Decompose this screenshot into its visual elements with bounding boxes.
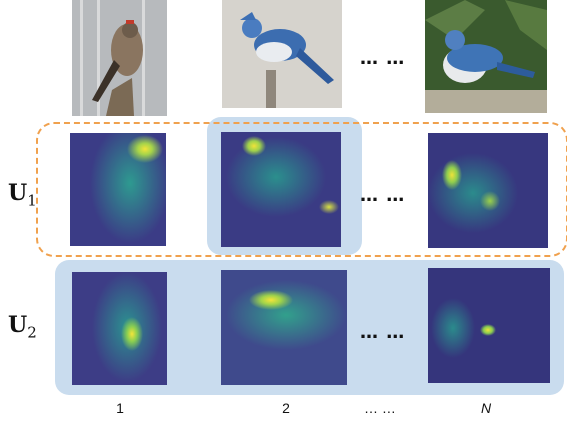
row-label-u1: U1 [8,180,37,210]
bird-photo-1 [72,0,167,116]
bird-photo-n [425,0,547,113]
column-label-2: 2 [282,400,290,416]
column-label-1: 1 [116,400,124,416]
column-label-n: N [480,400,492,416]
heatmap-u2-1 [72,272,167,385]
ellipsis-u1: … … [360,185,406,206]
heatmap-u1-n [428,133,548,248]
row-label-u2: U2 [8,312,37,342]
heatmap-u1-1 [70,133,166,246]
heatmap-u2-2 [221,270,347,385]
heatmap-u1-2 [221,132,341,247]
bird-photo-2 [222,0,342,108]
heatmap-u2-n [428,268,550,383]
ellipsis-photos: … … [360,48,406,69]
ellipsis-u2: … … [360,322,406,343]
column-label-ellipsis: … … [364,400,396,416]
